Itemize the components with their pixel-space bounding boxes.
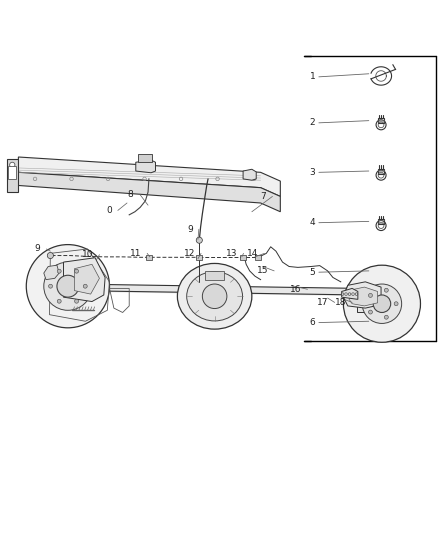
Circle shape (196, 237, 202, 243)
Circle shape (44, 262, 92, 310)
Polygon shape (74, 264, 99, 294)
Circle shape (368, 294, 372, 297)
Circle shape (57, 275, 79, 297)
Polygon shape (243, 169, 256, 180)
Text: 11: 11 (130, 249, 141, 258)
Circle shape (202, 284, 227, 309)
Bar (357, 296, 378, 312)
Bar (240, 255, 246, 260)
Circle shape (74, 269, 78, 273)
Polygon shape (18, 172, 280, 212)
Text: 2: 2 (310, 118, 315, 127)
Circle shape (49, 284, 53, 288)
Text: 10: 10 (82, 250, 93, 259)
Text: 15: 15 (257, 266, 268, 276)
Polygon shape (7, 159, 18, 192)
Text: 14: 14 (247, 249, 258, 258)
Text: 8: 8 (128, 190, 134, 199)
Circle shape (57, 299, 61, 303)
Circle shape (373, 295, 391, 312)
Text: 4: 4 (310, 218, 315, 227)
Circle shape (26, 245, 110, 328)
Circle shape (47, 253, 53, 259)
Circle shape (57, 269, 61, 273)
Text: 12: 12 (184, 249, 195, 258)
Bar (8, 166, 16, 179)
Circle shape (385, 288, 389, 292)
Circle shape (362, 284, 402, 324)
Text: 16: 16 (290, 285, 301, 294)
Text: 1: 1 (310, 72, 315, 82)
Circle shape (343, 265, 420, 342)
Ellipse shape (177, 263, 252, 329)
Bar (205, 271, 224, 280)
Circle shape (394, 302, 398, 306)
Circle shape (74, 299, 78, 303)
Text: 3: 3 (310, 168, 315, 177)
Text: 13: 13 (226, 249, 237, 258)
Polygon shape (64, 258, 105, 302)
Polygon shape (343, 282, 381, 308)
Polygon shape (18, 157, 280, 197)
Circle shape (385, 315, 389, 319)
Bar (138, 155, 152, 162)
Text: 9: 9 (187, 225, 193, 234)
Polygon shape (349, 287, 378, 306)
Polygon shape (44, 265, 59, 280)
Polygon shape (342, 288, 358, 300)
Text: 7: 7 (261, 192, 266, 201)
Circle shape (10, 162, 15, 167)
Bar (146, 255, 152, 260)
Text: 18: 18 (335, 298, 346, 307)
Text: 9: 9 (35, 245, 40, 254)
Text: 0: 0 (106, 206, 112, 215)
Bar (255, 255, 261, 260)
Text: 5: 5 (310, 268, 315, 277)
Ellipse shape (187, 272, 243, 321)
Text: 17: 17 (317, 298, 328, 307)
Circle shape (10, 168, 15, 174)
Text: 6: 6 (310, 318, 315, 327)
Circle shape (368, 310, 372, 314)
Bar (196, 255, 202, 260)
Polygon shape (136, 160, 155, 173)
Circle shape (83, 284, 87, 288)
